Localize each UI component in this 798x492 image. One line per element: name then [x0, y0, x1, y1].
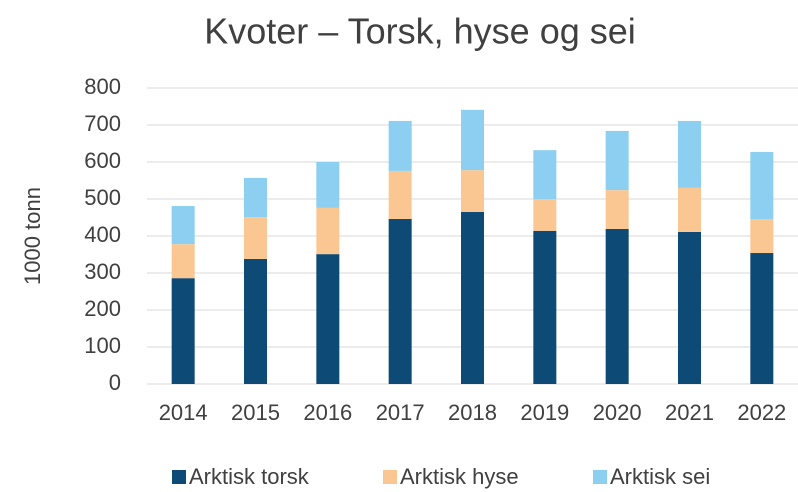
x-tick-label: 2022	[737, 400, 786, 425]
legend-label: Arktisk sei	[610, 464, 710, 489]
y-tick-label: 600	[84, 148, 121, 173]
x-tick-label: 2018	[448, 400, 497, 425]
y-tick-label: 0	[109, 370, 121, 395]
bar-segment	[244, 177, 267, 218]
bar-segment	[605, 190, 629, 229]
y-tick-label: 500	[84, 185, 121, 210]
bar-segment	[750, 253, 774, 384]
y-tick-label: 700	[84, 111, 121, 136]
legend-swatch	[383, 470, 397, 484]
bar-segment	[461, 109, 484, 171]
bar-segment	[171, 244, 195, 279]
bar-segment	[750, 152, 774, 219]
bar-segment	[461, 170, 484, 212]
bar-segment	[461, 211, 484, 384]
bar-segment	[678, 187, 701, 232]
chart-title: Kvoter – Torsk, hyse og sei	[204, 11, 636, 52]
x-tick-label: 2016	[303, 400, 352, 425]
bar-segment	[388, 170, 412, 219]
y-tick-label: 800	[84, 74, 121, 99]
x-tick-label: 2014	[159, 400, 208, 425]
bar-segment	[533, 150, 557, 199]
legend-label: Arktisk torsk	[189, 464, 310, 489]
bar-segment	[533, 230, 557, 384]
x-tick-label: 2015	[231, 400, 280, 425]
bar-segment	[678, 120, 701, 188]
bar-segment	[533, 199, 557, 231]
y-axis-label: 1000 tonn	[20, 187, 45, 285]
bar-segment	[171, 278, 195, 384]
x-tick-label: 2019	[520, 400, 569, 425]
bar-segment	[388, 218, 412, 384]
bar-segment	[316, 162, 340, 208]
x-tick-label: 2020	[593, 400, 642, 425]
bar-segment	[171, 206, 195, 245]
x-tick-label: 2021	[665, 400, 714, 425]
y-tick-label: 200	[84, 296, 121, 321]
legend-label: Arktisk hyse	[400, 464, 519, 489]
bar-segment	[244, 217, 267, 259]
bar-segment	[605, 130, 629, 191]
bar-segment	[388, 120, 412, 171]
legend-swatch	[172, 470, 186, 484]
x-tick-label: 2017	[376, 400, 425, 425]
bar-segment	[605, 228, 629, 384]
y-tick-label: 400	[84, 222, 121, 247]
bar-segment	[316, 207, 340, 255]
legend-swatch	[593, 470, 607, 484]
y-tick-label: 300	[84, 259, 121, 284]
bar-segment	[316, 254, 340, 384]
bar-segment	[678, 231, 701, 384]
bar-segment	[244, 258, 267, 384]
y-tick-label: 100	[84, 333, 121, 358]
bar-segment	[750, 218, 774, 254]
